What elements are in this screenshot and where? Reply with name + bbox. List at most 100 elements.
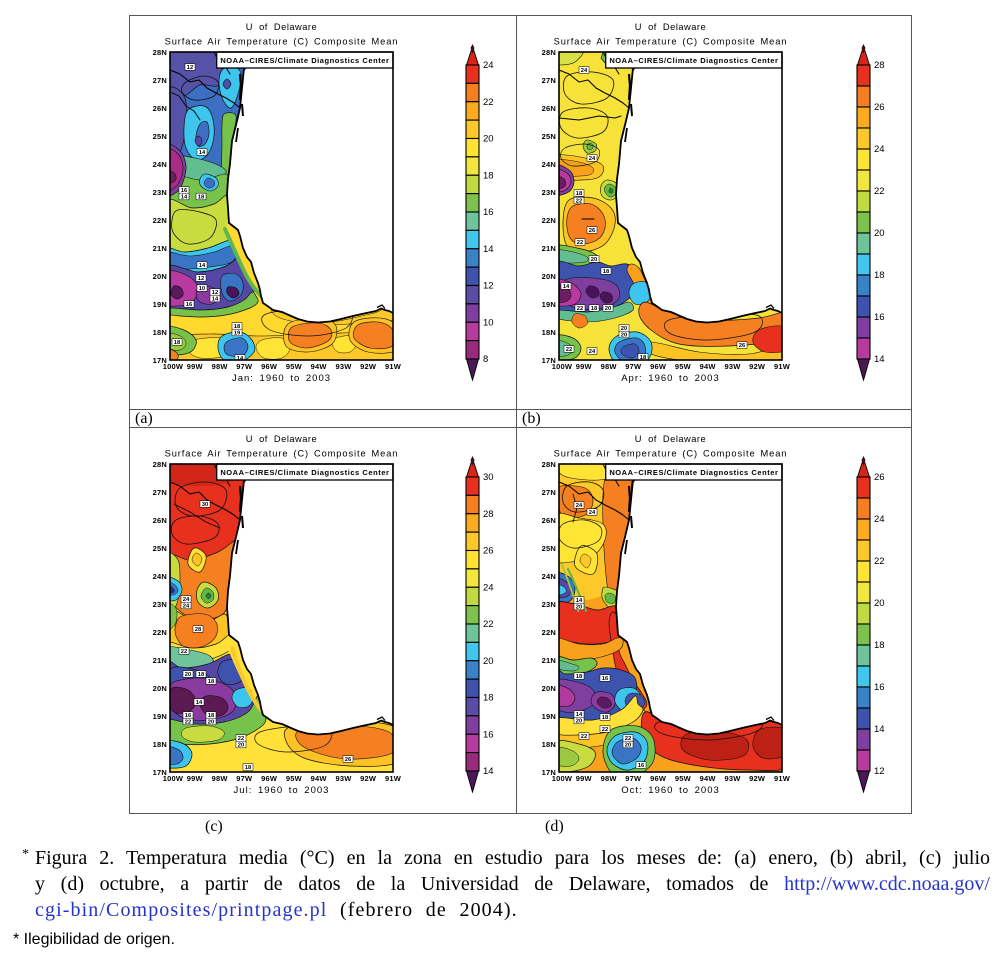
svg-text:27N: 27N (542, 488, 556, 497)
svg-text:16: 16 (186, 302, 193, 308)
svg-text:20: 20 (238, 742, 244, 748)
svg-text:24: 24 (576, 503, 583, 509)
svg-text:Surface Air Temperature (C) Co: Surface Air Temperature (C) Composite Me… (554, 449, 788, 459)
svg-text:27N: 27N (153, 488, 167, 497)
svg-text:16: 16 (874, 312, 885, 323)
svg-text:18: 18 (874, 640, 885, 651)
svg-text:26: 26 (874, 102, 885, 113)
svg-text:24N: 24N (542, 160, 556, 169)
svg-text:18: 18 (208, 679, 215, 685)
svg-text:20: 20 (576, 604, 582, 610)
svg-text:28N: 28N (153, 460, 167, 469)
svg-text:23N: 23N (542, 188, 556, 197)
svg-text:30: 30 (202, 502, 208, 508)
svg-text:92W: 92W (360, 362, 377, 371)
svg-text:27N: 27N (153, 76, 167, 85)
svg-text:22: 22 (874, 556, 885, 567)
svg-text:14: 14 (563, 284, 570, 290)
svg-text:20N: 20N (542, 684, 556, 693)
svg-text:20: 20 (185, 672, 191, 678)
svg-text:24N: 24N (153, 160, 167, 169)
svg-text:20: 20 (605, 306, 611, 312)
svg-text:93W: 93W (724, 774, 741, 783)
svg-text:94W: 94W (700, 362, 717, 371)
svg-text:24N: 24N (542, 572, 556, 581)
svg-text:100W: 100W (552, 362, 573, 371)
svg-text:94W: 94W (700, 774, 717, 783)
svg-text:14: 14 (199, 150, 206, 156)
svg-text:18: 18 (483, 693, 494, 704)
svg-text:24: 24 (589, 349, 596, 355)
svg-text:99W: 99W (576, 774, 593, 783)
svg-text:20: 20 (874, 598, 885, 609)
svg-text:97W: 97W (625, 774, 642, 783)
svg-text:U of Delaware: U of Delaware (635, 22, 706, 32)
svg-text:U of Delaware: U of Delaware (246, 434, 317, 444)
svg-text:12: 12 (483, 281, 494, 292)
svg-text:22: 22 (874, 186, 885, 197)
svg-text:22N: 22N (153, 216, 167, 225)
svg-text:19N: 19N (153, 300, 167, 309)
svg-text:21N: 21N (542, 656, 556, 665)
svg-text:16: 16 (602, 676, 609, 682)
svg-text:U of Delaware: U of Delaware (246, 22, 317, 32)
svg-text:18: 18 (874, 270, 885, 281)
svg-text:18: 18 (576, 191, 583, 197)
svg-text:Surface Air Temperature (C) Co: Surface Air Temperature (C) Composite Me… (165, 449, 399, 459)
svg-text:10: 10 (483, 317, 494, 328)
svg-text:12: 12 (212, 290, 218, 296)
svg-text:22N: 22N (153, 628, 167, 637)
svg-text:98W: 98W (601, 774, 618, 783)
svg-text:23N: 23N (153, 188, 167, 197)
svg-text:24: 24 (183, 597, 190, 603)
svg-text:Oct: 1960 to 2003: Oct: 1960 to 2003 (621, 785, 720, 796)
svg-text:26N: 26N (542, 516, 556, 525)
svg-text:98W: 98W (212, 774, 229, 783)
svg-text:21N: 21N (542, 244, 556, 253)
svg-text:24: 24 (581, 68, 588, 74)
svg-text:17N: 17N (153, 768, 167, 777)
svg-text:16: 16 (185, 713, 192, 719)
svg-text:20N: 20N (153, 272, 167, 281)
svg-text:25N: 25N (153, 544, 167, 553)
svg-text:23N: 23N (153, 600, 167, 609)
svg-text:14: 14 (199, 263, 206, 269)
svg-text:22: 22 (581, 734, 587, 740)
svg-text:95W: 95W (286, 362, 303, 371)
svg-text:27N: 27N (542, 76, 556, 85)
svg-text:20: 20 (621, 326, 627, 332)
svg-text:20N: 20N (542, 272, 556, 281)
svg-text:99W: 99W (187, 774, 204, 783)
svg-text:20: 20 (483, 656, 494, 667)
svg-text:93W: 93W (335, 774, 352, 783)
svg-text:Jul: 1960 to 2003: Jul: 1960 to 2003 (234, 785, 330, 796)
svg-text:28N: 28N (542, 460, 556, 469)
svg-text:18: 18 (640, 355, 647, 361)
svg-text:12: 12 (187, 65, 193, 71)
svg-text:14: 14 (874, 354, 885, 365)
svg-text:98W: 98W (212, 362, 229, 371)
svg-text:22: 22 (185, 719, 191, 725)
svg-text:NOAA–CIRES/Climate Diagnostics: NOAA–CIRES/Climate Diagnostics Center (609, 56, 778, 65)
svg-text:22: 22 (625, 736, 631, 742)
svg-text:18N: 18N (542, 740, 556, 749)
svg-text:24: 24 (483, 582, 494, 593)
svg-text:30: 30 (483, 472, 494, 483)
svg-text:14: 14 (483, 244, 494, 255)
svg-text:14: 14 (576, 598, 583, 604)
svg-text:17N: 17N (153, 356, 167, 365)
svg-text:22: 22 (576, 198, 582, 204)
svg-text:Jan: 1960 to 2003: Jan: 1960 to 2003 (232, 373, 331, 384)
svg-text:18: 18 (174, 340, 181, 346)
svg-text:14: 14 (874, 724, 885, 735)
svg-text:99W: 99W (576, 362, 593, 371)
svg-text:97W: 97W (625, 362, 642, 371)
svg-text:22: 22 (483, 619, 494, 630)
svg-text:18: 18 (245, 765, 252, 771)
svg-text:26: 26 (874, 472, 885, 483)
svg-text:22: 22 (577, 306, 583, 312)
svg-text:18N: 18N (153, 328, 167, 337)
svg-text:94W: 94W (311, 362, 328, 371)
svg-text:14: 14 (181, 194, 188, 200)
svg-text:Surface Air Temperature (C) Co: Surface Air Temperature (C) Composite Me… (554, 37, 788, 47)
